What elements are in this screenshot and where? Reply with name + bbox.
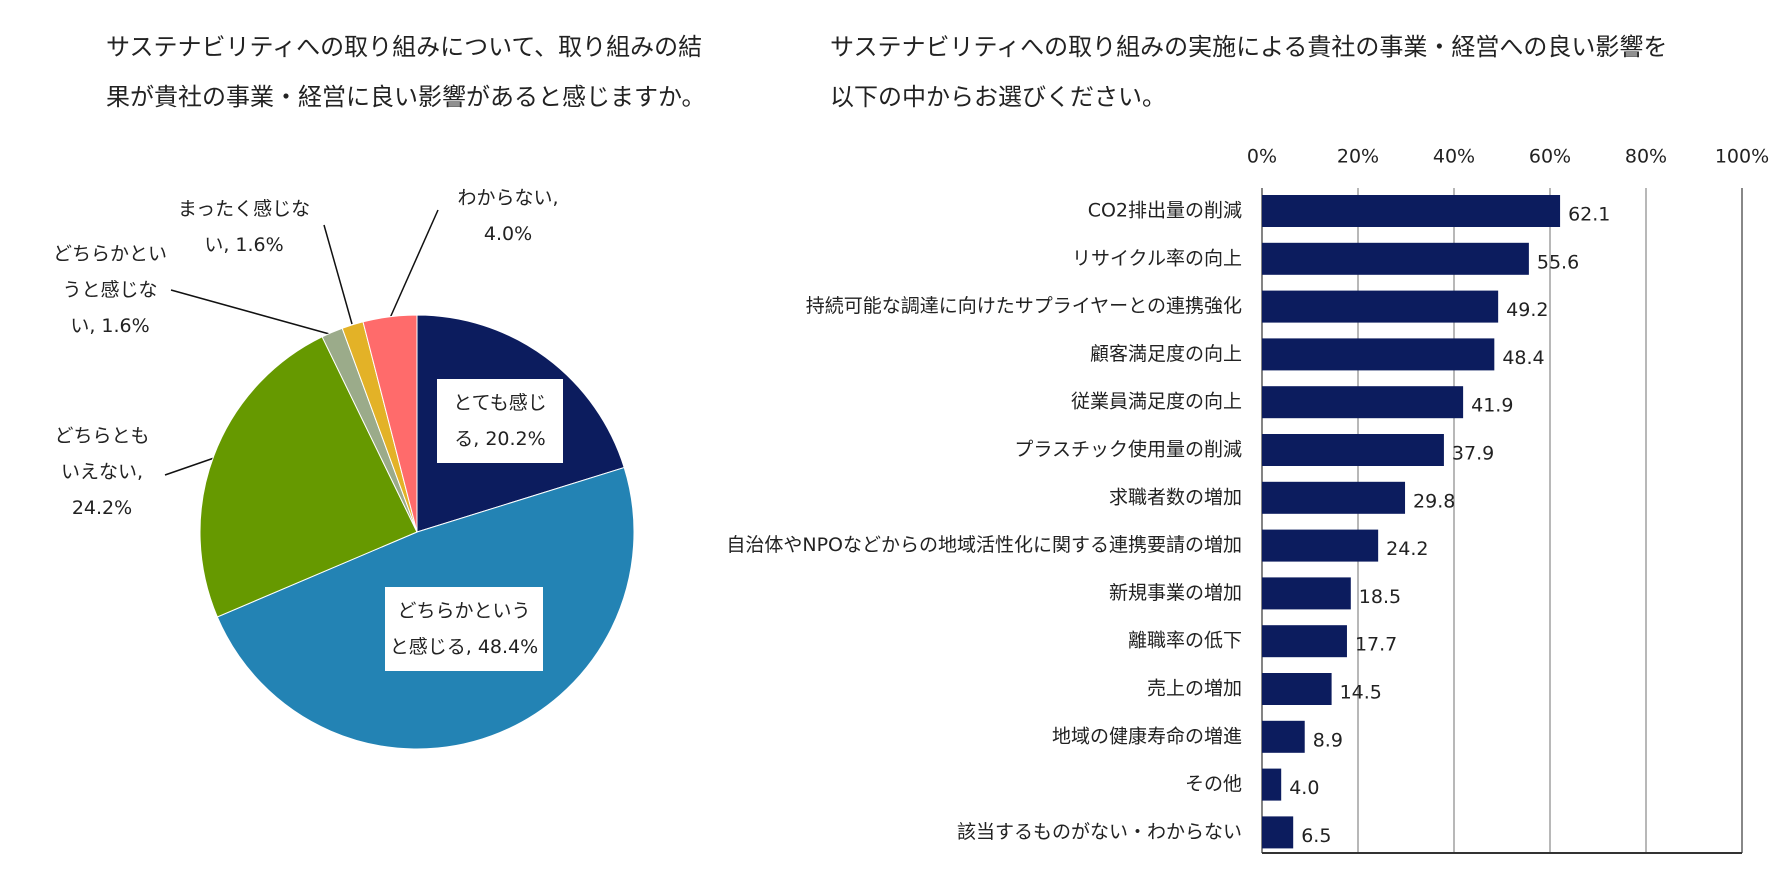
pie-label: どちらかというと感じる, 48.4% — [385, 587, 543, 671]
x-tick-label: 20% — [1337, 146, 1379, 168]
y-tick-label: 離職率の低下 — [1128, 630, 1242, 652]
bar — [1262, 434, 1444, 466]
x-tick-label: 0% — [1247, 146, 1277, 168]
leader-line — [170, 289, 334, 336]
bar — [1262, 386, 1464, 419]
value-label: 41.9 — [1471, 395, 1513, 417]
value-label: 48.4 — [1502, 347, 1544, 369]
value-label: 18.5 — [1359, 586, 1401, 608]
value-label: 4.0 — [1289, 777, 1319, 799]
pie-label: とても感じる, 20.2% — [437, 379, 563, 463]
value-label: 17.7 — [1355, 634, 1397, 656]
bar — [1262, 816, 1294, 849]
bar — [1262, 768, 1282, 801]
y-tick-label: 従業員満足度の向上 — [1071, 391, 1242, 413]
bar — [1262, 338, 1495, 371]
y-tick-label: リサイクル率の向上 — [1072, 247, 1242, 269]
value-label: 6.5 — [1301, 825, 1331, 847]
y-tick-label: 地域の健康寿命の増進 — [1052, 725, 1242, 747]
pie-slice — [362, 314, 418, 533]
value-label: 8.9 — [1313, 729, 1343, 751]
bar — [1262, 720, 1305, 753]
pie-label: どちらともいえない, 24.2% — [54, 425, 150, 519]
bar — [1262, 242, 1529, 275]
y-tick-label: 該当するものがない・わからない — [957, 821, 1242, 843]
pie-label: わからない, 4.0% — [457, 187, 559, 245]
value-label: 24.2 — [1386, 538, 1428, 560]
pie-label: まったく感じない, 1.6% — [177, 198, 311, 256]
leader-line — [389, 209, 439, 319]
x-tick-label: 80% — [1625, 146, 1667, 168]
y-tick-label: CO2排出量の削減 — [1088, 200, 1242, 222]
bar — [1262, 625, 1347, 658]
y-tick-label: 顧客満足度の向上 — [1090, 343, 1242, 365]
value-label: 62.1 — [1568, 204, 1610, 226]
leader-lines — [164, 209, 439, 476]
bar — [1262, 529, 1379, 562]
bar — [1262, 577, 1351, 610]
bar-title: サステナビリティへの取り組みの実施による貴社の事業・経営への良い影響を以下の中か… — [830, 33, 1668, 111]
y-tick-label: 新規事業の増加 — [1109, 582, 1242, 604]
value-label: 37.9 — [1452, 443, 1494, 465]
pie-label: どちらかというと感じない, 1.6% — [52, 243, 167, 337]
y-tick-label: 求職者数の増加 — [1109, 486, 1242, 508]
leader-line — [164, 457, 215, 476]
pie-slice — [199, 336, 418, 618]
value-label: 29.8 — [1413, 490, 1455, 512]
pie-title: サステナビリティへの取り組みについて、取り組みの結果が貴社の事業・経営に良い影響… — [106, 33, 706, 111]
y-tick-label: 売上の増加 — [1147, 678, 1242, 700]
y-tick-label: 自治体やNPOなどからの地域活性化に関する連携要請の増加 — [726, 534, 1242, 556]
bar — [1262, 195, 1561, 227]
y-tick-label: その他 — [1185, 773, 1242, 795]
x-tick-label: 40% — [1433, 146, 1475, 168]
value-label: 55.6 — [1537, 251, 1579, 273]
bar — [1262, 673, 1332, 705]
x-tick-label: 60% — [1529, 146, 1571, 168]
y-tick-label: プラスチック使用量の削減 — [1014, 439, 1242, 461]
bar — [1262, 481, 1406, 514]
y-tick-label: 持続可能な調達に向けたサプライヤーとの連携強化 — [806, 295, 1242, 317]
leader-line — [323, 224, 353, 325]
value-label: 49.2 — [1506, 299, 1548, 321]
bar — [1262, 290, 1499, 323]
x-tick-label: 100% — [1715, 146, 1769, 168]
value-label: 14.5 — [1340, 682, 1382, 704]
